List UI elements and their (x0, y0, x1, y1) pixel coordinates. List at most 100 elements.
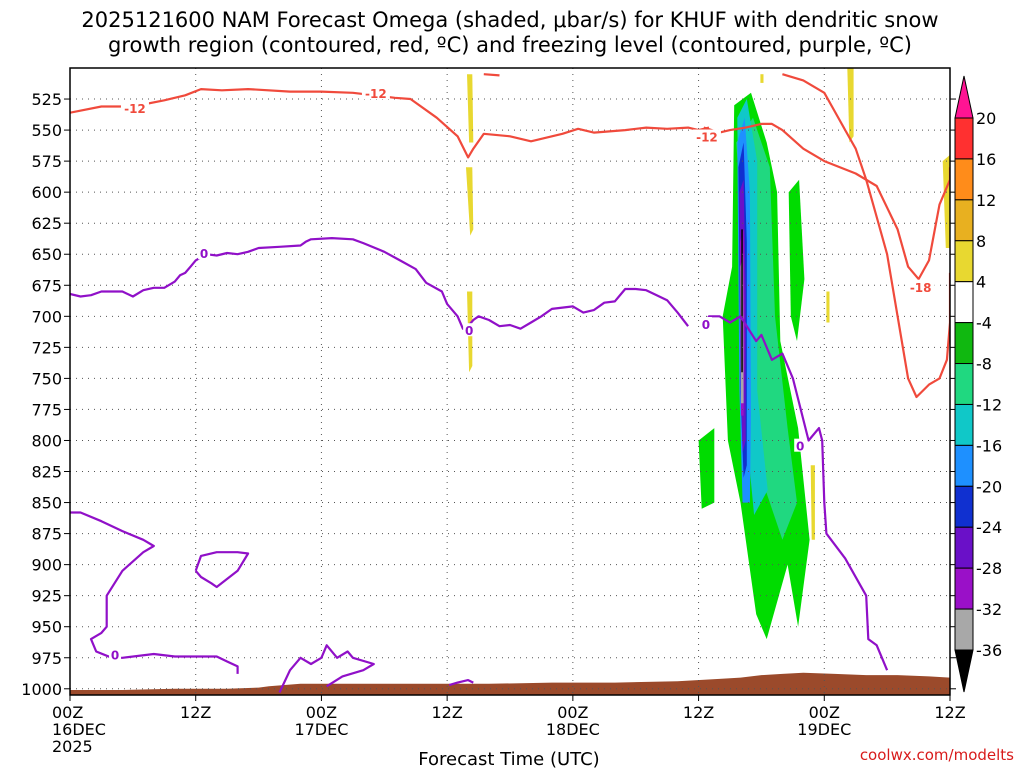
colorbar-cell-0 (954, 117, 974, 160)
omega-shading-layer (466, 68, 950, 640)
colorbar-cell-6 (954, 363, 974, 405)
freezing-label-3: 0 (796, 440, 804, 454)
omega-shade-2-level (788, 179, 805, 342)
y-tick-label-6: 675 (31, 276, 62, 295)
colorbar-cell-2 (954, 199, 974, 242)
colorbar-arrow-bottom (954, 649, 974, 693)
freezing-contour-line-5 (194, 551, 250, 589)
colorbar-cell-10 (954, 526, 974, 569)
omega-shade-10-level (741, 229, 743, 373)
freezing-label-2: 0 (702, 318, 710, 332)
omega-shade-16-level (810, 465, 815, 540)
x-tick-label-0-1: 16DEC (52, 720, 106, 739)
omega-shade-14-level (847, 68, 854, 143)
colorbar-cell-5 (954, 322, 974, 365)
y-tick-label-4: 625 (31, 214, 62, 233)
dgz-contour-line-2 (703, 122, 950, 281)
dgz-contours (70, 73, 950, 399)
x-tick-label-4-1: 18DEC (546, 720, 600, 739)
freezing-label-bg-1 (463, 323, 476, 337)
freezing-label-bg-4 (109, 647, 122, 661)
dgz-label-bg-0 (120, 100, 149, 114)
dgz-label-bg-1 (361, 86, 390, 100)
y-tick-label-14: 875 (31, 525, 62, 544)
colorbar-label-13: -36 (976, 641, 1002, 660)
colorbar-label-12: -32 (976, 600, 1002, 619)
omega-shade-0-level (698, 428, 715, 509)
omega-shade-18-level (760, 74, 764, 83)
omega-shade-11-level (467, 74, 474, 143)
y-tick-label-0: 525 (31, 90, 62, 109)
dgz-label-0: -12 (124, 102, 146, 116)
freezing-label-bg-2 (699, 317, 712, 331)
y-tick-label-19: 1000 (21, 680, 62, 699)
grid-lines (70, 68, 950, 695)
x-tick-label-0-2: 2025 (52, 737, 93, 756)
colorbar-cell-12 (954, 608, 974, 651)
freezing-contour-line-4 (70, 511, 239, 674)
x-tick-label-6-1: 19DEC (797, 720, 851, 739)
colorbar-cell-3 (954, 240, 974, 283)
x-tick-label-5-0: 12Z (683, 703, 714, 722)
colorbar-label-8: -16 (976, 436, 1002, 455)
dgz-label-1: -12 (365, 87, 387, 101)
freezing-contour-line-2 (700, 315, 889, 671)
colorbar-label-3: 8 (976, 232, 986, 251)
y-tick-label-10: 775 (31, 400, 62, 419)
colorbar-label-7: -12 (976, 395, 1002, 414)
colorbar-arrow-top (954, 75, 974, 119)
x-tick-label-0-0: 00Z (52, 703, 83, 722)
y-tick-label-15: 900 (31, 556, 62, 575)
colorbar-label-11: -28 (976, 559, 1002, 578)
y-tick-label-12: 825 (31, 463, 62, 482)
chart-title-line1: 2025121600 NAM Forecast Omega (shaded, μ… (81, 8, 938, 32)
plot-area (70, 68, 950, 695)
x-tick-label-3-0: 12Z (431, 703, 462, 722)
x-tick-label-4-0: 00Z (557, 703, 588, 722)
dgz-label-bg-2 (692, 129, 721, 143)
colorbar: 20 16 12 8 4 -4 -8 -12 -16 -20 -24 -28 -32 -36 (954, 75, 1002, 693)
chart-title-line2: growth region (contoured, red, ºC) and f… (108, 33, 912, 57)
y-tick-label-5: 650 (31, 245, 62, 264)
y-axis: 525 550 575 600 625 650 675 700 725 750 775 800 825 8… (21, 90, 956, 699)
x-tick-label-2-0: 00Z (306, 703, 337, 722)
x-axis-label: Forecast Time (UTC) (418, 749, 599, 768)
colorbar-cell-8 (954, 444, 974, 487)
x-tick-label-7-0: 12Z (934, 703, 965, 722)
freezing-label-4: 0 (111, 648, 119, 662)
freezing-level-contours (70, 237, 889, 693)
omega-shade-12-level (466, 167, 474, 236)
dgz-label-bg-3 (906, 279, 935, 293)
x-tick-label-2-1: 17DEC (294, 720, 348, 739)
freezing-contour-line-0 (70, 237, 689, 330)
omega-shade-17-level (942, 154, 950, 248)
dgz-contour-line-4 (782, 73, 950, 399)
x-tick-label-1-0: 12Z (180, 703, 211, 722)
freezing-contour-line-7 (448, 678, 474, 687)
colorbar-cell-7 (954, 403, 974, 446)
y-tick-label-3: 600 (31, 183, 62, 202)
colorbar-cell-11 (954, 567, 974, 610)
contour-labels: -12 -12 -12 -18 0 0 0 0 0 (109, 86, 935, 662)
y-tick-label-13: 850 (31, 494, 62, 513)
colorbar-label-9: -20 (976, 477, 1002, 496)
colorbar-label-2: 12 (976, 191, 996, 210)
freezing-label-bg-0 (198, 246, 211, 260)
freezing-label-1: 0 (465, 324, 473, 338)
y-tick-label-7: 700 (31, 307, 62, 326)
terrain-surface (70, 672, 950, 695)
y-tick-label-2: 575 (31, 152, 62, 171)
colorbar-label-0: 20 (976, 109, 996, 128)
y-tick-label-17: 950 (31, 618, 62, 637)
freezing-label-0: 0 (200, 247, 208, 261)
x-tick-label-6-0: 00Z (809, 703, 840, 722)
y-tick-label-11: 800 (31, 431, 62, 450)
credit-link[interactable]: coolwx.com/modelts (860, 746, 1014, 764)
y-tick-label-18: 975 (31, 649, 62, 668)
colorbar-cell-9 (954, 485, 974, 528)
y-tick-label-1: 550 (31, 121, 62, 140)
colorbar-label-6: -8 (976, 355, 992, 374)
colorbar-cell-4 (954, 281, 974, 324)
